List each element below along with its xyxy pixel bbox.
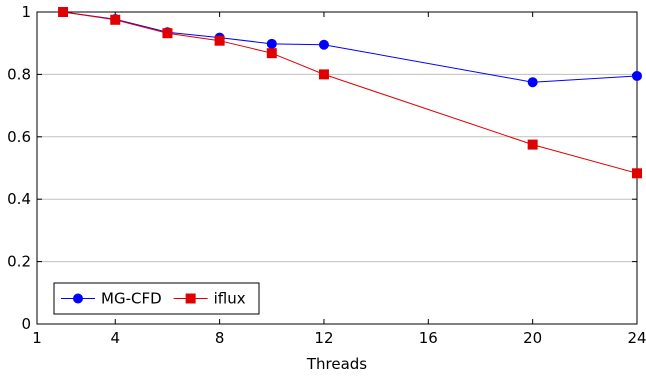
data-point	[58, 7, 69, 17]
x-tick-label: 12	[314, 329, 333, 347]
y-tick-label: 1	[21, 3, 31, 21]
x-axis-label: Threads	[306, 355, 367, 373]
data-point	[266, 48, 277, 59]
y-tick-label: 0.4	[7, 190, 31, 208]
y-tick-label: 0	[21, 315, 31, 333]
data-point	[266, 38, 277, 49]
data-point	[110, 14, 121, 25]
legend: MG-CFD iflux	[53, 282, 260, 315]
legend-label: iflux	[214, 290, 246, 308]
y-tick-label: 0.6	[7, 128, 31, 146]
legend-label: MG-CFD	[101, 290, 162, 308]
x-tick-label: 24	[627, 329, 646, 347]
data-point	[527, 77, 538, 88]
data-point	[527, 139, 538, 150]
y-tick-label: 0.2	[7, 253, 31, 271]
x-tick-label: 16	[419, 329, 438, 347]
x-tick-label: 20	[523, 329, 542, 347]
grid-lines	[37, 11, 637, 325]
x-tick-label: 1	[32, 329, 42, 347]
plot-frame	[36, 11, 638, 325]
series-line	[63, 11, 638, 83]
series-1	[58, 7, 642, 179]
series-line	[63, 11, 638, 174]
legend-marker	[185, 293, 196, 304]
series-group	[58, 7, 642, 179]
data-point	[632, 168, 642, 179]
data-point	[318, 39, 329, 50]
x-tick-label: 8	[215, 329, 225, 347]
legend-marker	[73, 293, 83, 304]
data-point	[162, 28, 173, 39]
data-point	[318, 69, 329, 80]
axis-ticks: 0 0.2 0.4 0.6 0.8 1 1 4 8 12 16 20 24	[7, 3, 646, 347]
y-tick-label: 0.8	[7, 65, 31, 83]
data-point	[632, 70, 642, 81]
data-point	[214, 35, 225, 46]
x-tick-label: 4	[110, 329, 120, 347]
